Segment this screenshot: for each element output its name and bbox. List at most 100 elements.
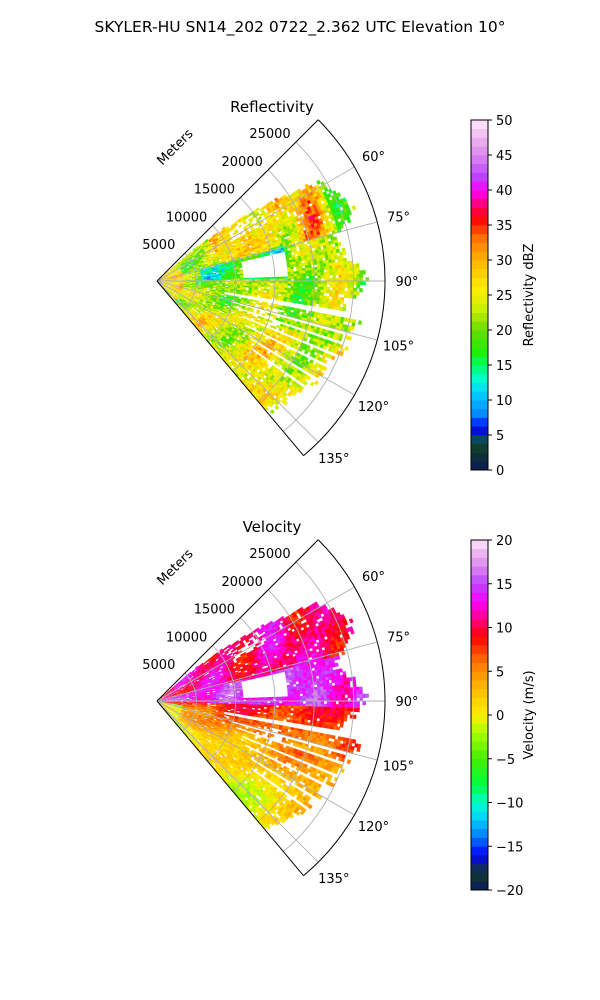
field-cell	[251, 222, 256, 227]
field-cell	[177, 268, 181, 271]
field-cell	[170, 273, 174, 276]
field-cell	[223, 229, 227, 233]
field-cell	[239, 239, 244, 243]
field-cell	[191, 257, 196, 260]
field-cell	[246, 232, 251, 236]
field-cell	[249, 238, 254, 242]
angle-tick-label: 75°	[387, 210, 410, 225]
field-cell	[221, 226, 226, 231]
field-cell	[244, 228, 249, 233]
colorbar-segment	[471, 391, 488, 401]
colorbar-segment	[471, 225, 488, 235]
field-cell	[197, 260, 201, 264]
field-cell	[190, 250, 194, 254]
field-cell	[219, 283, 223, 285]
field-cell	[200, 243, 204, 247]
field-cell	[224, 249, 229, 253]
field-cell	[185, 273, 189, 275]
field-cell	[200, 242, 204, 246]
field-cell	[163, 273, 167, 276]
field-cell	[165, 271, 169, 275]
field-cell	[190, 261, 195, 264]
field-cell	[190, 255, 194, 259]
field-cell	[204, 243, 208, 247]
field-cell	[184, 256, 188, 260]
field-cell	[185, 264, 189, 267]
field-cell	[170, 267, 174, 271]
field-cell	[203, 253, 207, 257]
field-cell	[243, 233, 248, 237]
field-cell	[168, 270, 172, 273]
field-cell	[290, 283, 295, 287]
field-cell	[208, 250, 213, 254]
field-cell	[167, 274, 171, 277]
field-cell	[220, 248, 225, 252]
field-cell	[359, 273, 363, 278]
field-cell	[167, 274, 171, 277]
colorbar-segment	[471, 303, 488, 313]
field-cell	[245, 238, 250, 242]
field-cell	[347, 281, 351, 285]
field-cell	[284, 283, 289, 286]
field-cell	[342, 307, 347, 312]
field-cell	[176, 266, 180, 269]
colorbar-segment	[471, 286, 488, 296]
field-cell	[210, 253, 214, 257]
field-cell	[167, 274, 171, 276]
field-cell	[317, 272, 321, 276]
field-cell	[222, 244, 227, 248]
field-cell	[207, 247, 211, 251]
field-cell	[168, 270, 172, 273]
field-cell	[226, 239, 231, 243]
field-cell	[178, 269, 182, 272]
field-cell	[246, 233, 251, 237]
field-cell	[186, 265, 190, 268]
field-cell	[177, 262, 181, 265]
field-cell	[207, 254, 211, 258]
field-cell	[201, 255, 205, 259]
reflectivity-field	[158, 179, 369, 415]
field-cell	[278, 209, 283, 214]
field-cell	[193, 260, 198, 263]
field-cell	[193, 259, 197, 262]
field-cell	[217, 248, 222, 252]
field-cell	[179, 260, 183, 263]
field-cell	[161, 277, 165, 279]
field-cell	[223, 245, 227, 249]
field-cell	[203, 254, 208, 257]
field-cell	[169, 272, 173, 275]
field-cell	[177, 261, 181, 265]
field-cell	[179, 259, 183, 263]
field-cell	[205, 258, 210, 261]
field-cell	[170, 273, 174, 276]
colorbar-tick-label: 0	[496, 464, 504, 479]
field-cell	[268, 296, 273, 300]
colorbar-segment	[471, 443, 488, 453]
field-cell	[229, 245, 234, 249]
field-cell	[173, 266, 177, 270]
field-cell	[194, 250, 198, 254]
field-cell	[357, 320, 363, 325]
radial-tick-label: 5000	[142, 238, 175, 253]
reflectivity-panel: Reflectivity Meters 50001000015000200002…	[142, 98, 537, 479]
field-cell	[171, 269, 175, 272]
field-cell	[275, 205, 280, 210]
field-cell	[219, 251, 223, 255]
field-cell	[274, 197, 279, 202]
field-cell	[173, 267, 177, 270]
field-cell	[183, 266, 187, 269]
field-cell	[278, 276, 283, 280]
field-cell	[192, 253, 196, 256]
field-cell	[200, 247, 204, 251]
field-cell	[185, 258, 190, 262]
field-cell	[161, 275, 164, 278]
field-cell	[239, 231, 244, 236]
field-cell	[197, 254, 201, 257]
field-cell	[309, 381, 315, 387]
field-cell	[188, 264, 193, 267]
field-cell	[178, 263, 182, 266]
field-cell	[176, 265, 180, 268]
field-cell	[199, 259, 204, 262]
field-cell	[335, 271, 339, 276]
